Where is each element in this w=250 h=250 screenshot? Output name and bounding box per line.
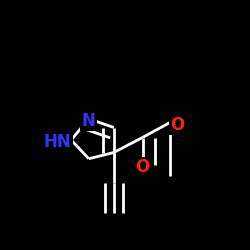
Text: N: N xyxy=(82,112,96,130)
Text: O: O xyxy=(136,158,149,176)
Text: O: O xyxy=(170,116,184,134)
Text: HN: HN xyxy=(44,133,71,151)
